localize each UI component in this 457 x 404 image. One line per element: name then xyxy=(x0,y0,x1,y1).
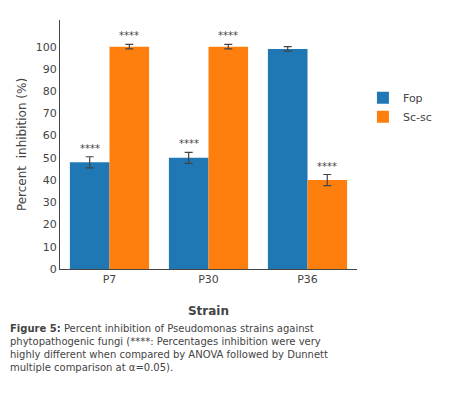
svg-text:P7: P7 xyxy=(103,273,117,286)
svg-text:40: 40 xyxy=(43,174,57,187)
svg-text:Strain: Strain xyxy=(188,304,229,318)
svg-text:****: **** xyxy=(218,30,238,41)
svg-text:10: 10 xyxy=(43,241,57,254)
svg-text:60: 60 xyxy=(43,129,57,142)
svg-text:90: 90 xyxy=(43,63,57,76)
svg-text:70: 70 xyxy=(43,107,57,120)
svg-text:P30: P30 xyxy=(198,273,219,286)
svg-text:****: **** xyxy=(179,138,199,149)
svg-text:Percent inhibition (%): Percent inhibition (%) xyxy=(15,78,29,211)
svg-text:20: 20 xyxy=(43,218,57,231)
svg-text:100: 100 xyxy=(36,41,57,54)
svg-text:30: 30 xyxy=(43,196,57,209)
svg-text:****: **** xyxy=(119,30,139,41)
svg-text:****: **** xyxy=(317,161,337,172)
svg-text:****: **** xyxy=(80,143,100,154)
svg-text:Figure 5: Percent inhibition o: Figure 5: Percent inhibition of Pseudomo… xyxy=(10,323,328,373)
svg-text:P36: P36 xyxy=(297,273,318,286)
svg-text:Sc-sc: Sc-sc xyxy=(403,111,432,124)
svg-text:0: 0 xyxy=(50,263,57,276)
svg-text:50: 50 xyxy=(43,152,57,165)
svg-text:Fop: Fop xyxy=(403,92,423,105)
svg-text:80: 80 xyxy=(43,85,57,98)
